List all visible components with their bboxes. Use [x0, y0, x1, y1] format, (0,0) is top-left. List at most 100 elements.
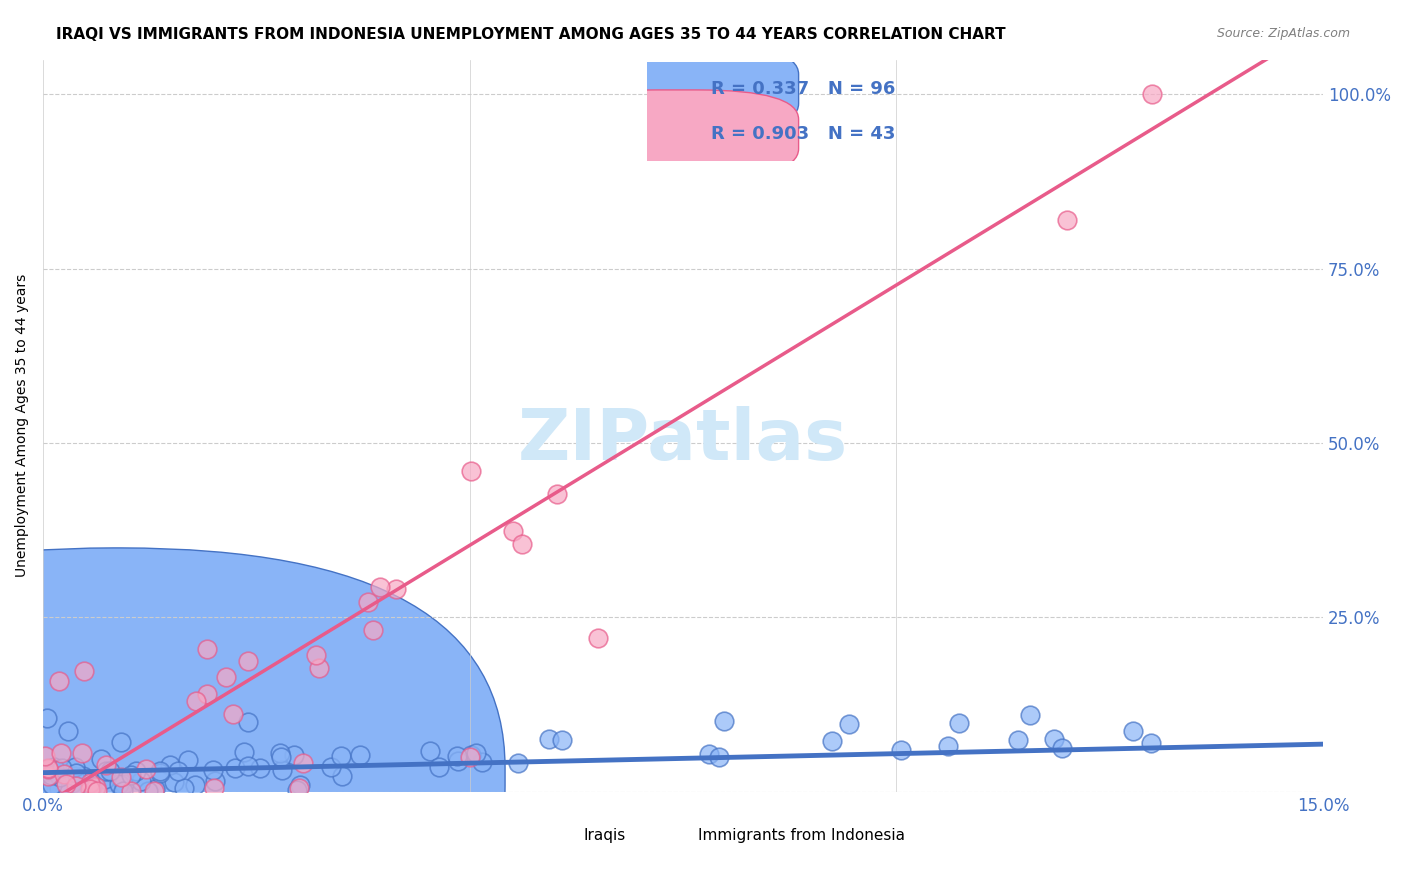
Point [83, 781, 105, 796]
Point [65, 766, 87, 780]
Point [120, 768, 142, 782]
Point [143, 783, 166, 797]
Point [285, 782, 308, 797]
Point [460, 748, 482, 763]
Point [35, 764, 58, 779]
Point [270, 749, 292, 764]
Point [42, 760, 65, 774]
Point [236, 758, 259, 772]
Point [48, 673, 70, 688]
Point [184, 778, 207, 792]
Point [143, 781, 166, 796]
Point [149, 764, 172, 778]
Point [110, 781, 132, 796]
Point [538, 731, 561, 746]
Point [108, 777, 131, 791]
Point [236, 715, 259, 730]
Point [55, 777, 77, 791]
Point [204, 774, 226, 789]
Point [37, 770, 59, 784]
Point [135, 762, 157, 776]
Point [446, 749, 468, 764]
Point [361, 623, 384, 637]
Point [35, 779, 58, 793]
Point [447, 754, 470, 768]
Point [73, 664, 96, 678]
Point [72, 769, 94, 783]
Point [838, 716, 860, 731]
Point [51, 761, 73, 775]
Point [202, 763, 225, 777]
Point [129, 773, 152, 788]
Point [46, 775, 69, 789]
Point [195, 641, 218, 656]
Point [1122, 724, 1144, 739]
FancyBboxPatch shape [555, 45, 799, 133]
Point [37, 761, 59, 775]
Point [233, 745, 256, 759]
Point [49, 746, 72, 760]
Y-axis label: Unemployment Among Ages 35 to 44 years: Unemployment Among Ages 35 to 44 years [15, 274, 30, 577]
Text: Source: ZipAtlas.com: Source: ZipAtlas.com [1216, 27, 1350, 40]
Point [65, 779, 87, 793]
Point [53, 767, 76, 781]
Point [63, 784, 86, 798]
Point [269, 746, 291, 760]
Point [288, 778, 311, 792]
Point [166, 764, 188, 779]
Point [271, 764, 294, 778]
Point [111, 784, 134, 798]
Point [136, 784, 159, 798]
Text: IRAQI VS IMMIGRANTS FROM INDONESIA UNEMPLOYMENT AMONG AGES 35 TO 44 YEARS CORREL: IRAQI VS IMMIGRANTS FROM INDONESIA UNEMP… [56, 27, 1005, 42]
Point [112, 777, 135, 791]
Point [120, 784, 142, 798]
Point [90, 752, 112, 766]
Point [110, 735, 132, 749]
Point [46, 769, 69, 783]
Point [460, 464, 482, 478]
Point [1007, 732, 1029, 747]
Text: Iraqis: Iraqis [583, 828, 626, 843]
Point [1043, 732, 1066, 747]
Point [319, 759, 342, 773]
Point [330, 769, 353, 783]
Point [60, 776, 83, 790]
Point [72, 746, 94, 760]
Point [368, 580, 391, 594]
Point [60, 776, 83, 790]
Point [1019, 707, 1042, 722]
Point [1140, 736, 1163, 750]
Point [58, 724, 80, 739]
Point [821, 734, 844, 748]
Point [34, 749, 56, 764]
Point [1142, 87, 1164, 102]
Point [63, 769, 86, 783]
Point [214, 670, 236, 684]
Point [149, 766, 172, 780]
Point [510, 537, 533, 551]
Text: Immigrants from Indonesia: Immigrants from Indonesia [697, 828, 905, 843]
Point [93, 772, 115, 786]
Point [38, 782, 60, 797]
Point [385, 582, 408, 596]
Point [249, 761, 271, 775]
Point [304, 648, 326, 662]
Point [1050, 741, 1073, 756]
Point [100, 764, 122, 779]
Point [427, 759, 450, 773]
Point [86, 784, 108, 798]
Point [419, 744, 441, 758]
Point [1056, 213, 1078, 227]
Point [236, 654, 259, 668]
Point [222, 707, 245, 722]
Point [586, 632, 609, 646]
Point [39, 768, 62, 782]
Point [471, 755, 494, 769]
Point [330, 749, 353, 764]
Point [195, 687, 218, 701]
Point [159, 757, 181, 772]
Point [110, 770, 132, 784]
Point [51, 777, 73, 791]
Point [465, 747, 488, 761]
Point [288, 781, 311, 796]
